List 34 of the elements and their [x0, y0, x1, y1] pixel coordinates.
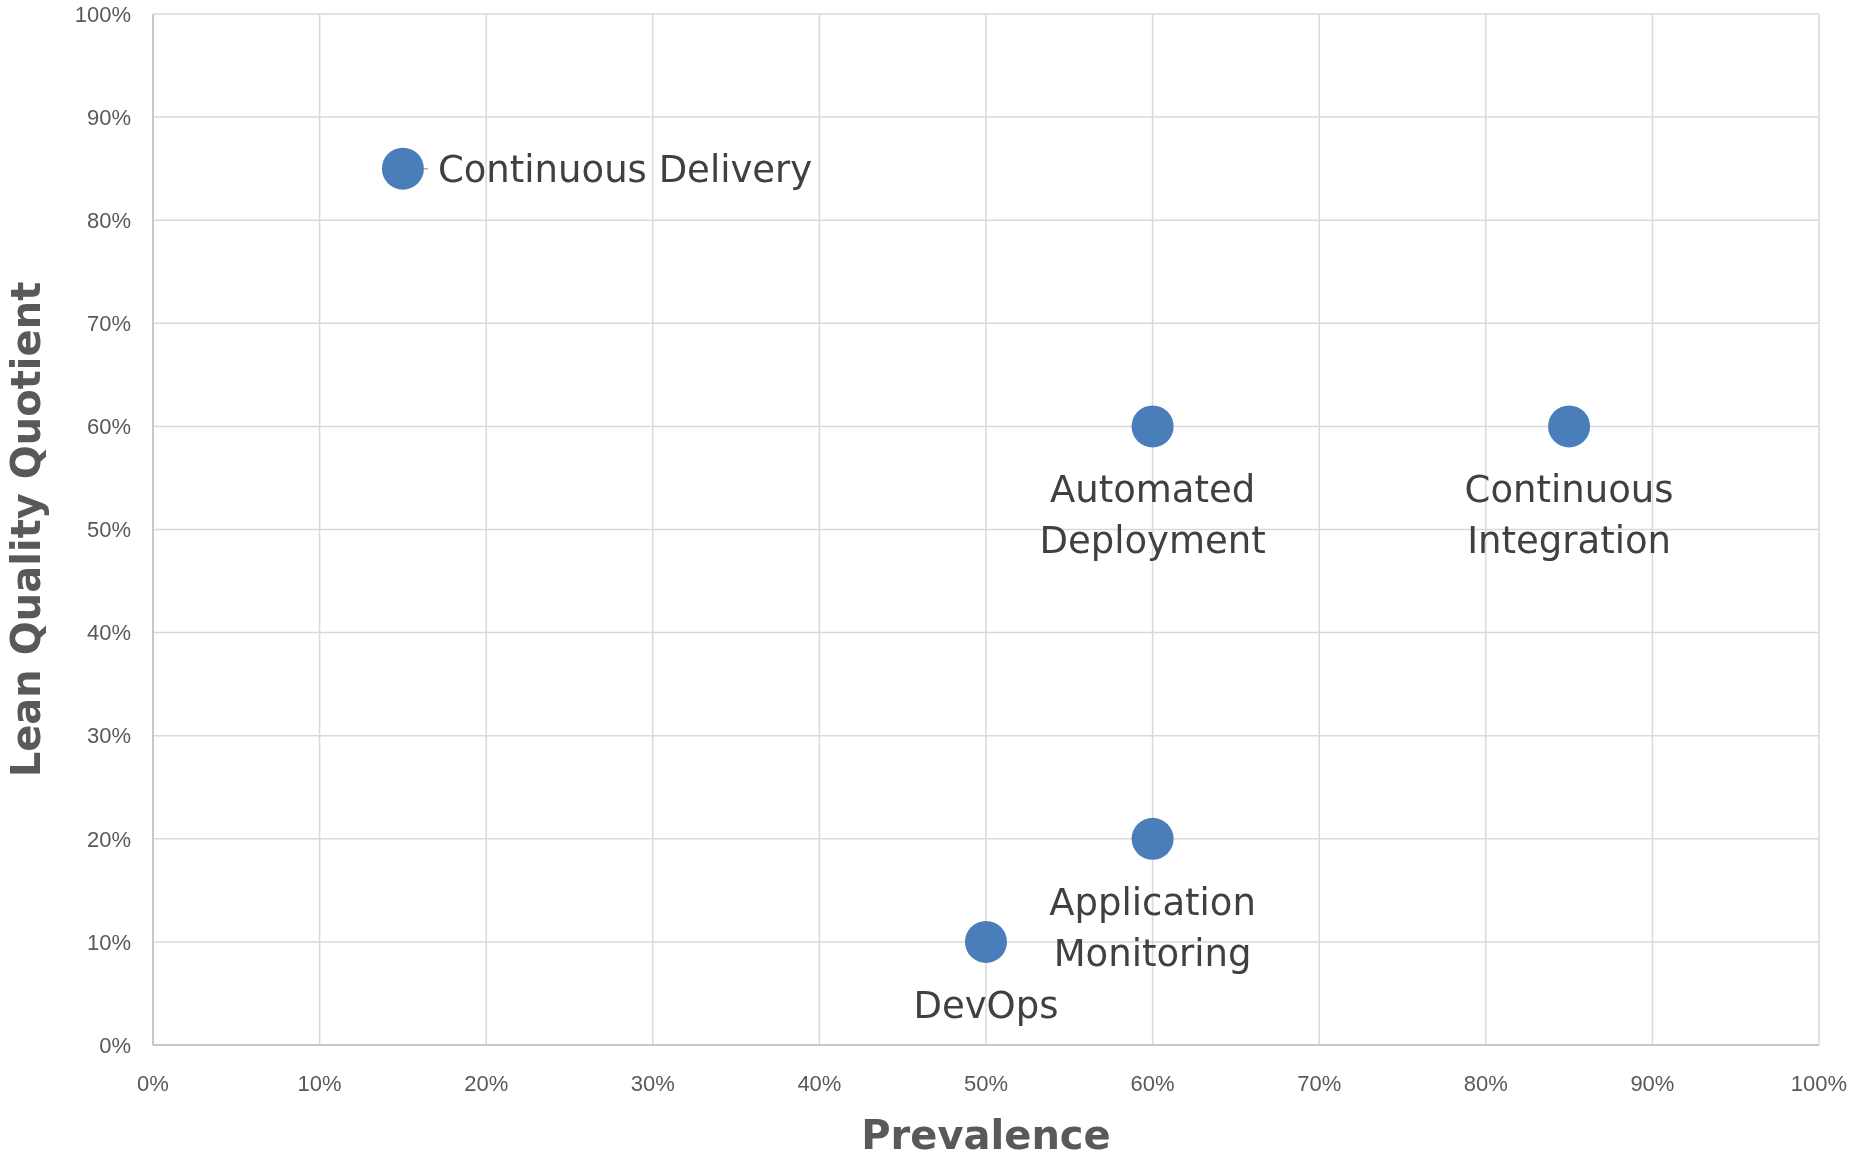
y-tick-label: 50% — [86, 517, 131, 543]
x-axis-title: Prevalence — [861, 1112, 1111, 1158]
x-tick-label: 0% — [137, 1071, 169, 1096]
x-tick-label: 90% — [1630, 1071, 1675, 1096]
x-tick-label: 70% — [1297, 1071, 1342, 1096]
y-tick-label: 10% — [86, 929, 131, 955]
y-tick-label: 40% — [86, 620, 131, 646]
y-axis-title: Lean Quality Quotient — [3, 281, 49, 778]
x-tick-label: 20% — [464, 1071, 509, 1096]
y-tick-label: 80% — [86, 207, 131, 233]
point — [1131, 405, 1174, 448]
y-tick-label: 70% — [86, 311, 131, 336]
y-tick-label: 90% — [86, 104, 131, 130]
y-tick-label: 60% — [86, 414, 131, 440]
annotation: Continuous Integration — [1464, 468, 1674, 563]
y-tick-label: 0% — [99, 1032, 131, 1058]
annotation: Continuous Delivery — [437, 147, 813, 191]
y-tick-label: 30% — [86, 723, 131, 749]
x-tick-label: 40% — [797, 1071, 842, 1096]
annotation: DevOps — [913, 983, 1059, 1027]
x-tick-label: 30% — [630, 1071, 675, 1096]
point — [381, 147, 424, 190]
point — [965, 920, 1007, 963]
y-tick-label: 100% — [74, 1, 131, 27]
y-tick-label: 20% — [86, 826, 131, 852]
annotation: Application Monitoring — [1049, 880, 1256, 975]
x-tick-label: 60% — [1130, 1071, 1175, 1096]
x-tick-label: 80% — [1463, 1071, 1508, 1096]
x-tick-label: 100% — [1790, 1071, 1848, 1096]
point — [1131, 817, 1174, 860]
x-tick-label: 10% — [297, 1071, 342, 1096]
x-tick-label: 50% — [963, 1071, 1009, 1096]
annotation: Automated Deployment — [1039, 468, 1266, 563]
point — [1548, 405, 1591, 448]
